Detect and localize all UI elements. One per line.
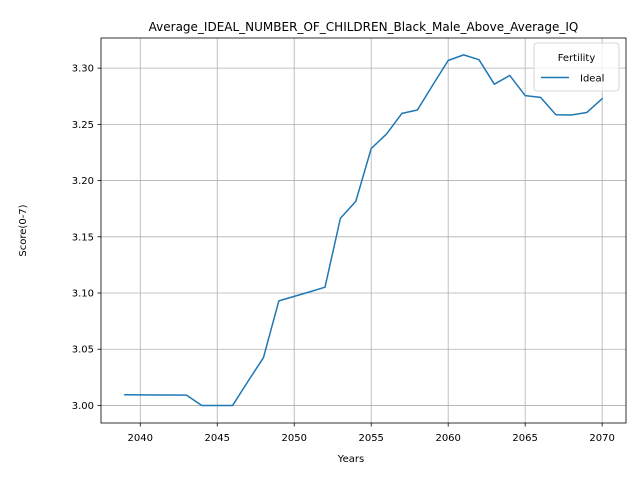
legend-title: Fertility: [558, 53, 596, 64]
x-tick-label: 2045: [205, 433, 230, 444]
x-tick-label: 2065: [512, 433, 537, 444]
x-tick-label: 2050: [281, 433, 306, 444]
series-line-ideal: [124, 54, 604, 407]
legend-box: [533, 42, 620, 92]
x-tick-label: 2060: [435, 433, 460, 444]
x-tick-label: 2040: [128, 433, 153, 444]
series-layer: [124, 54, 604, 407]
y-tick-label: 3.10: [72, 289, 94, 300]
y-axis-label: Score(0-7): [18, 204, 29, 256]
y-tick-label: 3.30: [72, 64, 94, 75]
x-axis-label: Years: [337, 454, 364, 465]
legend-label-ideal: Ideal: [580, 74, 604, 85]
y-tick-label: 3.25: [72, 120, 94, 131]
legend: Fertility Ideal: [533, 42, 620, 92]
grid-layer: [101, 38, 626, 423]
y-tick-label: 3.05: [72, 345, 94, 356]
x-tick-label: 2055: [358, 433, 383, 444]
y-tick-label: 3.00: [72, 401, 94, 412]
y-tick-label: 3.15: [72, 232, 94, 243]
x-tick-label: 2070: [589, 433, 614, 444]
chart-title: Average_IDEAL_NUMBER_OF_CHILDREN_Black_M…: [149, 20, 579, 34]
plot-frame: [100, 37, 627, 424]
y-tick-label: 3.20: [72, 176, 94, 187]
tick-layer: 2040 2045 2050 2055 2060 2065 2070 3.00 3.05 3.10…: [72, 64, 615, 444]
